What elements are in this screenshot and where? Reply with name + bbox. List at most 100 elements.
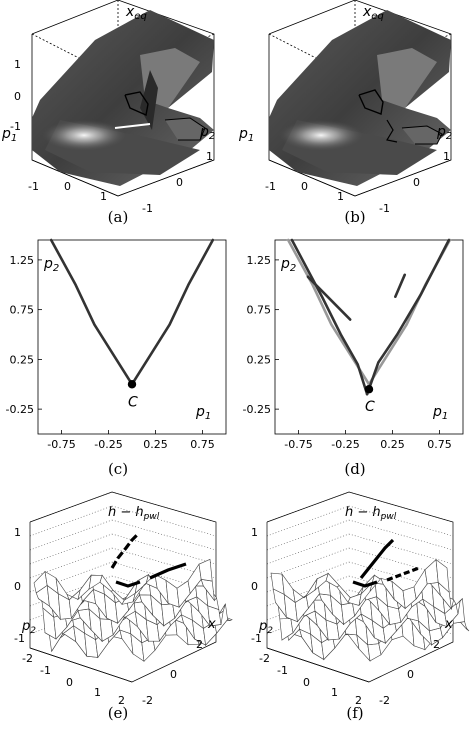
x-axis-label: p1 (195, 404, 211, 422)
x-tick-0: 0 (301, 180, 308, 193)
x-tick-label: 0 (407, 668, 414, 681)
x-tick-label: -0.25 (94, 438, 122, 451)
y-tick-label: 0.75 (10, 304, 35, 317)
x-tick-label: -2 (142, 694, 153, 707)
z-axis-label: xeq (125, 4, 147, 22)
y-tick-neg1: -1 (379, 202, 390, 215)
y-tick-label: 0.25 (10, 353, 35, 366)
y-tick-label: 0.25 (247, 353, 272, 366)
p-tick-label: -2 (259, 652, 270, 665)
y-axis-label: p2 (280, 256, 296, 274)
z-tick-label: -1 (251, 632, 262, 645)
p-tick-label: -1 (40, 664, 51, 677)
y-tick-0: 0 (413, 176, 420, 189)
z-axis-label: xeq (362, 4, 384, 22)
x-tick-label: 2 (196, 638, 203, 651)
x-tick-label: 0 (170, 668, 177, 681)
z-tick-1: 1 (14, 58, 21, 71)
plot-frame (37, 239, 227, 435)
curve-right (386, 566, 420, 582)
z-tick-neg1: -1 (10, 120, 21, 133)
y-tick-label: 0.75 (247, 304, 272, 317)
curve-lower (115, 580, 141, 588)
caption-d: (d) (344, 460, 366, 478)
y-axis-label: p2 (258, 619, 273, 636)
curve-right (149, 562, 187, 580)
point-label: C (365, 399, 375, 415)
x-tick-label: 0.25 (143, 438, 168, 451)
panel-e: h − hpwl 1 0 -1 p2 -2 -1 0 1 2 2 0 -2 x (e) (0, 482, 237, 728)
y-tick-label: -0.25 (6, 403, 34, 416)
x-tick-label: -0.75 (284, 438, 312, 451)
p-tick-label: 0 (66, 676, 73, 689)
z-axis-label: h − hpwl (108, 505, 160, 522)
p-tick-label: -1 (277, 664, 288, 677)
plot-frame (274, 239, 464, 435)
surface-plot-b: -1 0 1 1 0 -1 xeq p1 p2 (238, 0, 452, 215)
z-tick-label: -1 (14, 632, 25, 645)
z-tick-label: 0 (251, 580, 258, 593)
p-tick-label: 1 (331, 686, 338, 699)
series-line-5 (394, 273, 407, 299)
x-tick-label: 0.75 (190, 438, 215, 451)
series-line-4 (306, 275, 352, 321)
p-tick-label: 2 (118, 694, 125, 707)
p-tick-label: 0 (303, 676, 310, 689)
y-tick-label: -0.25 (243, 403, 271, 416)
caption-b: (b) (344, 208, 366, 226)
series-line-2 (290, 238, 369, 396)
x-tick-label: 2 (433, 638, 440, 651)
y-axis-label: p2 (21, 619, 36, 636)
surface-a (30, 10, 214, 186)
x-tick-label: -0.75 (47, 438, 75, 451)
y-axis-label: p2 (436, 124, 452, 142)
y-axis-label: p2 (43, 256, 59, 274)
series-line-1 (130, 238, 215, 386)
x-axis-label: x (207, 617, 216, 632)
y-tick-0: 0 (176, 176, 183, 189)
x-axis-label: x (444, 617, 453, 632)
p-tick-label: 1 (94, 686, 101, 699)
x-tick-label: 0.75 (427, 438, 452, 451)
caption-c: (c) (107, 460, 129, 478)
p-tick-label: -2 (22, 652, 33, 665)
chart-c: -0.75 -0.25 0.25 0.75 1.25 0.75 0.25 -0.25 Cp2 p1 (6, 238, 227, 451)
y-tick-neg1: -1 (142, 202, 153, 215)
x-axis-label: p1 (1, 126, 17, 144)
x-axis-label: p1 (238, 126, 254, 144)
x-axis-label: p1 (432, 404, 448, 422)
x-tick-0: 0 (64, 180, 71, 193)
y-tick-label: 1.25 (10, 254, 35, 267)
panel-b: -1 0 1 1 0 -1 xeq p1 p2 (b) (237, 0, 474, 232)
series-line-0 (49, 238, 134, 386)
z-tick-0: 0 (14, 90, 21, 103)
panel-a: 1 0 -1 -1 0 1 1 0 -1 xeq p1 p2 (a) (0, 0, 237, 232)
x-tick-neg1: -1 (265, 180, 276, 193)
caption-a: (a) (107, 208, 129, 226)
y-axis-label: p2 (199, 124, 215, 142)
curve-upper (359, 538, 395, 579)
p-tick-label: 2 (355, 694, 362, 707)
panel-f: h − hpwl 1 0 -1 p2 -2 -1 0 1 2 2 0 -2 x (f) (237, 482, 474, 728)
point-c-marker (127, 380, 137, 389)
surface-b (267, 10, 451, 186)
z-axis-label: h − hpwl (345, 505, 397, 522)
y-tick-label: 1.25 (247, 254, 272, 267)
caption-e: (e) (107, 704, 129, 722)
y-tick-1: 1 (206, 150, 213, 163)
x-tick-label: -0.25 (331, 438, 359, 451)
z-tick-label: 0 (14, 580, 21, 593)
curve-upper (110, 532, 140, 569)
point-label: C (128, 394, 138, 410)
x-tick-neg1: -1 (28, 180, 39, 193)
mesh-surface (33, 558, 233, 662)
x-tick-1: 1 (337, 190, 344, 203)
x-tick-1: 1 (100, 190, 107, 203)
y-tick-1: 1 (443, 150, 450, 163)
curve-lower (352, 580, 378, 588)
caption-f: (f) (346, 704, 364, 722)
